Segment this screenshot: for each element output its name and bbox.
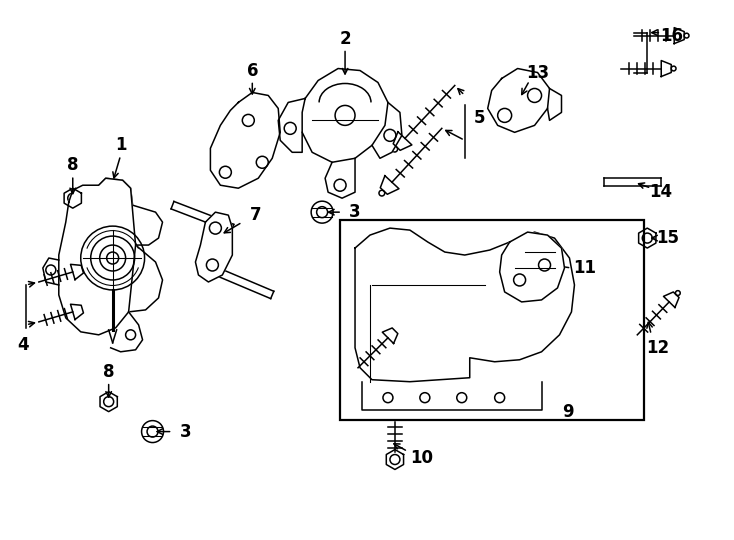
Polygon shape (355, 228, 575, 382)
Text: 16: 16 (660, 26, 683, 45)
Text: 4: 4 (17, 336, 29, 354)
Text: 7: 7 (250, 206, 261, 224)
Text: 9: 9 (562, 403, 573, 421)
Polygon shape (500, 232, 564, 302)
Text: 10: 10 (410, 449, 433, 467)
Polygon shape (43, 258, 59, 285)
Text: 12: 12 (646, 339, 669, 357)
Text: 13: 13 (526, 64, 549, 82)
Text: 14: 14 (650, 183, 673, 201)
Polygon shape (111, 312, 142, 352)
Polygon shape (372, 103, 402, 158)
Text: 6: 6 (247, 62, 258, 79)
Text: 8: 8 (67, 156, 79, 174)
Polygon shape (325, 158, 355, 198)
Text: 3: 3 (349, 203, 361, 221)
Polygon shape (487, 69, 550, 132)
Text: 15: 15 (655, 229, 679, 247)
Text: 2: 2 (339, 30, 351, 48)
Polygon shape (195, 212, 233, 282)
Text: 11: 11 (573, 259, 596, 277)
Text: 3: 3 (180, 423, 192, 441)
Polygon shape (59, 178, 136, 335)
Polygon shape (548, 89, 562, 120)
Text: 8: 8 (103, 363, 115, 381)
Polygon shape (302, 69, 388, 163)
Polygon shape (211, 92, 280, 188)
Polygon shape (278, 98, 305, 152)
Text: 5: 5 (474, 110, 485, 127)
Text: 1: 1 (115, 136, 126, 154)
Bar (340, 220, 644, 420)
